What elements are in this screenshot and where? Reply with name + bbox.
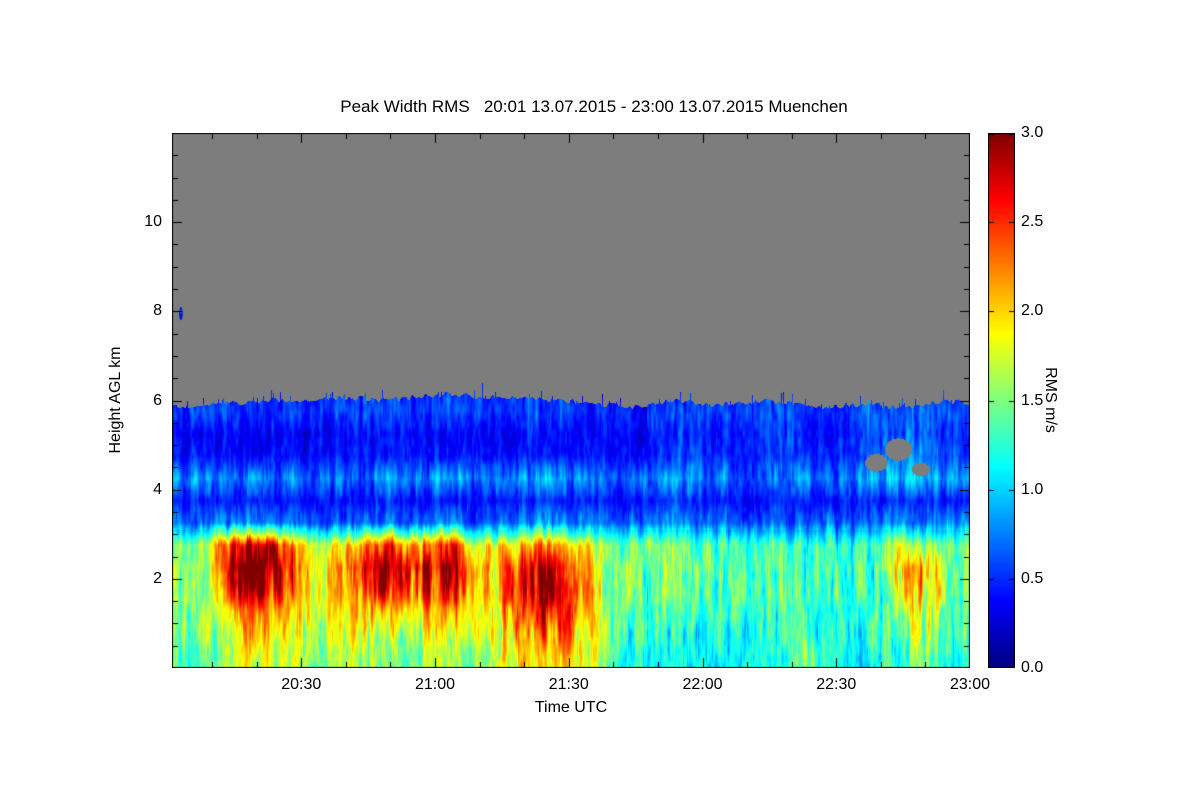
colorbar-tick-label: 1.0 [1021, 480, 1044, 498]
colorbar-tick-label: 2.5 [1021, 213, 1044, 231]
x-tick-label: 20:30 [281, 676, 322, 693]
x-tick-label: 21:30 [548, 676, 589, 693]
colorbar-tick-label: 1.5 [1021, 391, 1044, 409]
y-tick-label: 6 [153, 391, 162, 409]
colorbar-tick-label: 2.0 [1021, 302, 1044, 320]
colorbar-tick-label: 0.5 [1021, 569, 1044, 587]
x-axis-label: Time UTC [534, 699, 608, 716]
chart-title: Peak Width RMS 20:01 13.07.2015 - 23:00 … [340, 97, 848, 116]
y-tick-label: 4 [153, 480, 162, 498]
y-tick-label: 8 [153, 302, 162, 320]
y-tick-label: 10 [144, 213, 162, 231]
colorbar-tick-label: 3.0 [1021, 124, 1044, 141]
x-tick-label: 23:00 [949, 676, 991, 693]
y-tick-label: 2 [153, 569, 162, 587]
x-tick-label: 21:00 [414, 676, 456, 693]
x-tick-label: 22:30 [816, 676, 857, 693]
colorbar-canvas [988, 133, 1015, 668]
x-tick-label: 22:00 [682, 676, 723, 693]
colorbar-tick-label: 0.0 [1021, 659, 1044, 676]
heatmap-canvas [172, 133, 970, 668]
